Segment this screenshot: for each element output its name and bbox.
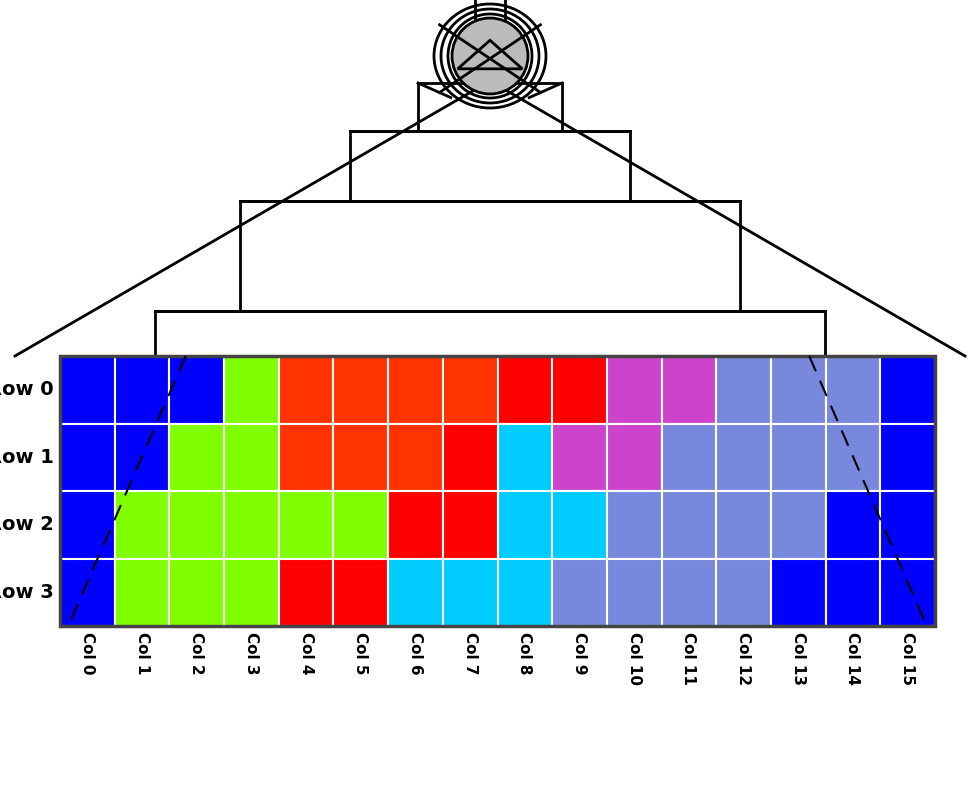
Bar — [498, 423, 552, 491]
Bar — [662, 356, 716, 423]
Bar — [825, 559, 880, 626]
Bar — [60, 423, 115, 491]
Bar — [278, 423, 333, 491]
Bar — [607, 356, 662, 423]
Bar — [224, 356, 278, 423]
Bar — [333, 559, 388, 626]
Text: Col 7: Col 7 — [463, 632, 477, 675]
Text: Col 2: Col 2 — [189, 632, 204, 675]
Text: Row 0: Row 0 — [0, 380, 54, 399]
Bar — [607, 423, 662, 491]
Bar — [443, 356, 498, 423]
Bar — [60, 356, 115, 423]
Text: Row 2: Row 2 — [0, 515, 54, 534]
Bar — [771, 423, 825, 491]
Bar — [662, 491, 716, 559]
Text: Col 10: Col 10 — [627, 632, 642, 685]
Bar — [825, 423, 880, 491]
Ellipse shape — [452, 18, 528, 94]
Text: Col 1: Col 1 — [134, 632, 150, 675]
Bar — [333, 491, 388, 559]
Bar — [170, 559, 224, 626]
Bar — [388, 491, 443, 559]
Text: Col 13: Col 13 — [791, 632, 806, 685]
Bar — [170, 423, 224, 491]
Bar — [60, 356, 935, 626]
Bar — [771, 491, 825, 559]
Bar — [716, 491, 771, 559]
Text: Row 1: Row 1 — [0, 448, 54, 467]
Text: Row 3: Row 3 — [0, 583, 54, 602]
Bar — [224, 423, 278, 491]
Bar — [224, 491, 278, 559]
Bar — [825, 491, 880, 559]
Bar — [771, 356, 825, 423]
Bar — [552, 423, 607, 491]
Bar — [771, 559, 825, 626]
Bar — [443, 423, 498, 491]
Bar — [278, 559, 333, 626]
Text: Col 15: Col 15 — [901, 632, 915, 685]
Bar — [552, 559, 607, 626]
Bar — [880, 491, 935, 559]
Text: Col 12: Col 12 — [736, 632, 751, 685]
Bar — [825, 356, 880, 423]
Bar — [388, 356, 443, 423]
Bar — [716, 559, 771, 626]
Bar — [60, 559, 115, 626]
Bar — [115, 356, 170, 423]
Bar — [60, 491, 115, 559]
Bar — [170, 491, 224, 559]
Bar — [170, 356, 224, 423]
Bar — [552, 491, 607, 559]
Bar — [388, 559, 443, 626]
Bar — [388, 423, 443, 491]
Text: Col 3: Col 3 — [244, 632, 259, 675]
Bar — [278, 491, 333, 559]
Bar — [662, 559, 716, 626]
Text: Col 11: Col 11 — [681, 632, 697, 684]
Bar — [278, 356, 333, 423]
Bar — [443, 491, 498, 559]
Bar — [607, 491, 662, 559]
Text: Col 4: Col 4 — [299, 632, 314, 675]
Bar — [115, 559, 170, 626]
Text: Col 8: Col 8 — [517, 632, 532, 675]
Bar — [880, 559, 935, 626]
Bar — [443, 559, 498, 626]
Text: Col 5: Col 5 — [353, 632, 368, 675]
Text: Col 6: Col 6 — [408, 632, 423, 675]
Bar — [498, 559, 552, 626]
Bar — [333, 356, 388, 423]
Bar — [716, 423, 771, 491]
Bar — [880, 423, 935, 491]
Bar — [607, 559, 662, 626]
Bar — [224, 559, 278, 626]
Bar — [498, 356, 552, 423]
Text: Col 14: Col 14 — [846, 632, 860, 685]
Bar — [115, 423, 170, 491]
Bar — [662, 423, 716, 491]
Bar — [552, 356, 607, 423]
Bar — [115, 491, 170, 559]
Bar — [498, 491, 552, 559]
Text: Col 9: Col 9 — [572, 632, 587, 675]
Bar — [880, 356, 935, 423]
Bar — [333, 423, 388, 491]
Text: Col 0: Col 0 — [79, 632, 95, 675]
Bar — [716, 356, 771, 423]
